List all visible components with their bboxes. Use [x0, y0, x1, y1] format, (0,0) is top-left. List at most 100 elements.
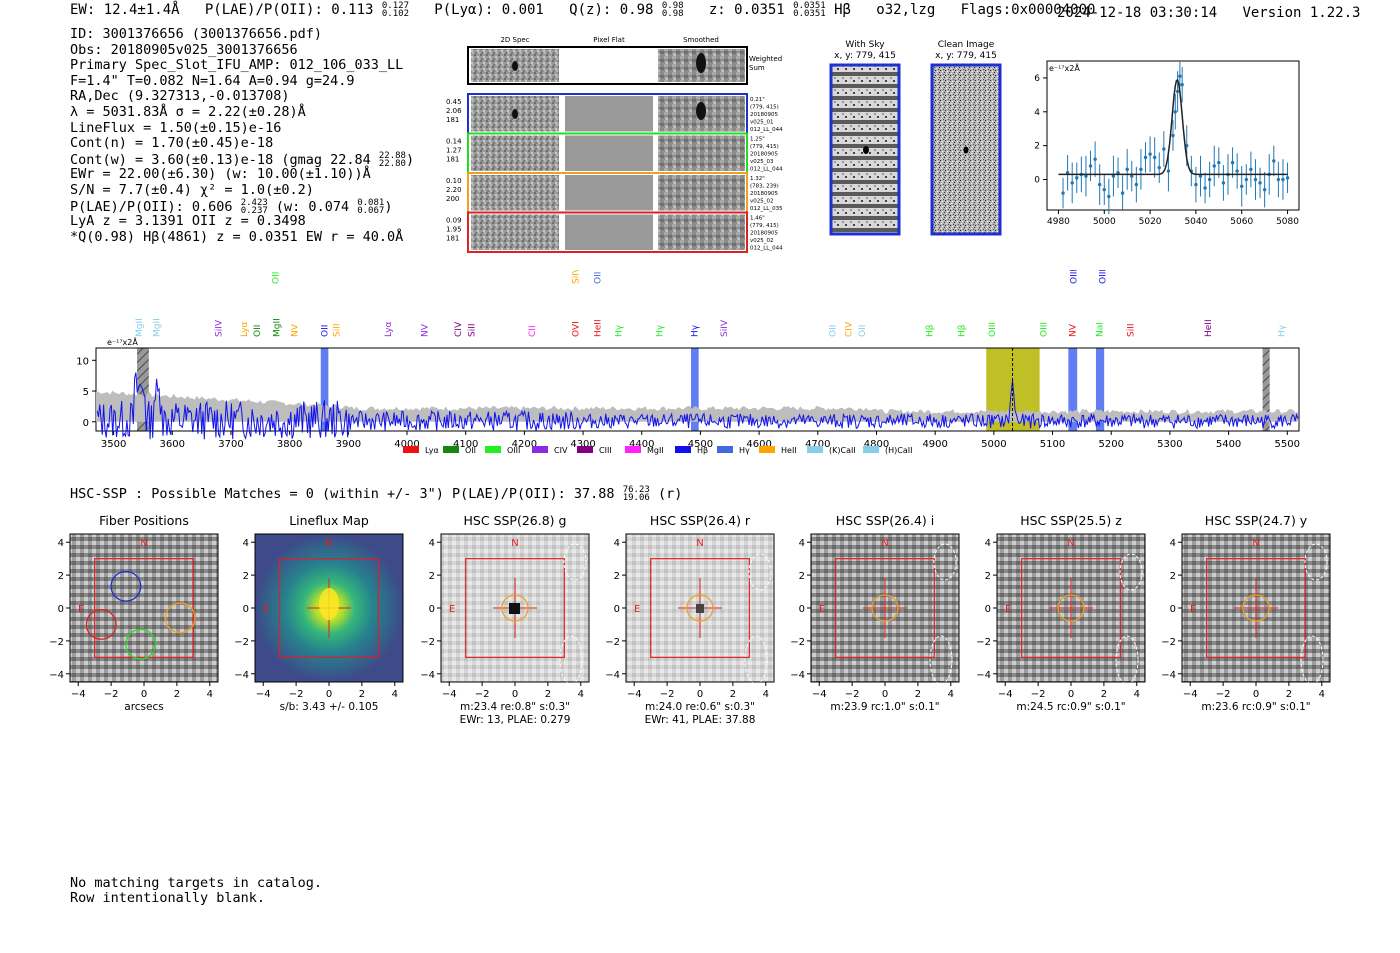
fit-point	[1173, 110, 1177, 114]
header-qz-sup: 0.98	[661, 1, 684, 11]
hsc-text: HSC-SSP : Possible Matches = 0 (within +…	[70, 486, 615, 502]
spectrum-x-tick-label: 5500	[1275, 439, 1300, 450]
east-label: E	[634, 604, 640, 615]
stamp-y-tick-label: 2	[985, 571, 991, 582]
spectrum-x-tick-label: 5200	[1098, 439, 1123, 450]
top-figures: 2D Spec Pixel Flat Smoothed Weighted Sum…	[446, 36, 1300, 253]
header-timestamp-version: 2024-12-18 03:30:14 Version 1.22.3	[1057, 5, 1360, 21]
east-label: E	[78, 604, 84, 615]
fit-point	[1116, 171, 1120, 175]
spec2d-row-meta: 1.46"	[750, 216, 765, 222]
spectrum-legend-swatch	[403, 446, 419, 453]
spectrum-x-tick-label: 4600	[746, 439, 771, 450]
spectrum-x-tick-label: 3700	[218, 439, 243, 450]
north-label: N	[325, 538, 332, 549]
aperture-circle	[1057, 594, 1085, 622]
spectrum-line-id: Hγ	[655, 324, 665, 337]
fit-point	[1253, 177, 1258, 182]
info-ewr: EWr = 22.00(±6.30) (w: 10.00(±1.10))Å	[70, 166, 371, 183]
info-plae-w: (w: 0.074	[267, 198, 350, 215]
catalog-ellipse	[933, 543, 957, 581]
spectrum-line-id: Hβ	[925, 324, 935, 337]
east-label: E	[819, 604, 825, 615]
spectrum-x-tick-label: 3900	[336, 439, 361, 450]
search-box	[1021, 558, 1121, 658]
line-fit-plot: e⁻¹⁷x2Å 4980 5000 5020 5040 5060 5080 0 2 4 6	[1034, 60, 1300, 227]
stamp-y-tick-label: −4	[49, 670, 64, 681]
fit-point	[1207, 177, 1212, 182]
fit-point	[1070, 181, 1074, 185]
stamp-y-tick-label: 0	[429, 604, 435, 615]
info-plae-w-end: )	[384, 198, 393, 215]
catalog-ellipse	[1115, 635, 1139, 685]
header-flags-text: o32,lzg	[876, 2, 936, 18]
stamp-title: HSC SSP(25.5) z	[1020, 513, 1122, 528]
header-qz-sub: 0.98	[661, 9, 684, 19]
stamp-y-tick-label: −4	[234, 670, 249, 681]
footer-line-1: No matching targets in catalog.	[70, 875, 322, 891]
stamp-caption: m:23.4 re:0.8" s:0.3"	[460, 701, 570, 713]
spec2d-cell	[565, 135, 653, 171]
fiber-circle	[164, 602, 196, 634]
stamp-y-tick-label: 0	[243, 604, 249, 615]
fit-x-tick-label: 5020	[1139, 217, 1162, 227]
stamp-image	[69, 533, 219, 683]
stamp-title: HSC SSP(26.8) g	[464, 513, 567, 528]
lineflux-peak	[319, 588, 339, 620]
source-blob	[509, 603, 520, 614]
spectrum-x-tick-label: 4500	[688, 439, 713, 450]
spectrum-legend-label: OIII	[507, 446, 520, 455]
spectrum-legend-label: MgII	[647, 446, 664, 455]
spectrum-x-tick-label: 5000	[981, 439, 1006, 450]
spectrum-legend-swatch	[675, 446, 691, 453]
fit-point	[1075, 176, 1079, 180]
stamp-x-tick-label: 2	[915, 689, 921, 700]
fit-point	[1097, 182, 1102, 187]
spectrum-highlight	[1068, 348, 1078, 431]
imaging-stamps: Fiber Positions N E −4 −4 −2 −2 0 0 2 2 4 4 arcsecs Li…	[49, 513, 1331, 726]
stamp-caption: s/b: 3.43 +/- 0.105	[280, 701, 379, 713]
stamp-x-tick-label: 0	[1253, 689, 1259, 700]
spectrum-x-tick-label: 4700	[805, 439, 830, 450]
info-spec-slot: Primary Spec_Slot_IFU_AMP: 012_106_033_L…	[70, 57, 404, 74]
spectrum-legend-label: (H)CaII	[885, 446, 912, 455]
spectrum-legend-swatch	[717, 446, 733, 453]
fit-point	[1244, 177, 1249, 182]
spectrum-legend-swatch	[577, 446, 593, 453]
info-fits: F=1.4" T=0.082 N=1.64 A=0.94 g=24.9	[70, 72, 355, 89]
stamp-y-tick-label: 2	[799, 571, 805, 582]
fit-point	[1111, 174, 1116, 178]
stamp-caption: m:23.9 rc:1.0" s:0.1"	[830, 701, 939, 713]
spec2d-row-meta: v025_02	[750, 199, 774, 205]
with-sky-title: With Sky	[845, 40, 885, 50]
fit-point	[1198, 174, 1203, 178]
spectrum-highlight	[1262, 348, 1270, 431]
spectrum-line-id: Lyα	[240, 321, 250, 337]
fit-y-tick-label: 2	[1034, 142, 1040, 152]
spectrum-legend-swatch	[625, 446, 641, 453]
header-flags: Flags:0x00004000	[960, 2, 1096, 18]
stamp-x-tick-label: −2	[1031, 689, 1046, 700]
fit-point	[1171, 133, 1175, 138]
stamp-x-tick-label: 0	[141, 689, 147, 700]
fit-point	[1217, 160, 1221, 165]
spec2d-row-stat: 181	[446, 235, 459, 243]
spectrum-x-tick-label: 4400	[629, 439, 654, 450]
spectrum-x-tick-label: 5300	[1157, 439, 1182, 450]
spectrum-legend-label: CIV	[554, 446, 568, 455]
aperture-circle	[686, 594, 714, 622]
stamp-x-tick-label: 4	[578, 689, 584, 700]
info-qline: *Q(0.98) Hβ(4861) z = 0.0351 EW r = 40.0…	[70, 228, 404, 245]
spectrum-line-id: OIII	[1070, 270, 1080, 284]
spectrum-line-id: OII	[320, 325, 330, 337]
spectrum-line-id: OII	[253, 325, 263, 337]
spectrum-legend-label: Lyα	[425, 446, 439, 455]
header-z: z: 0.0351	[708, 2, 785, 18]
spec2d-cell	[658, 135, 745, 171]
fit-point	[1230, 160, 1235, 165]
spectrum-line-id: HeII	[594, 319, 604, 337]
spectrum-legend-label: CIII	[599, 446, 612, 455]
header-plya: P(Lyα): 0.001	[434, 2, 544, 18]
spectrum-highlight	[1095, 348, 1105, 431]
fit-y-tick-label: 6	[1034, 74, 1040, 84]
